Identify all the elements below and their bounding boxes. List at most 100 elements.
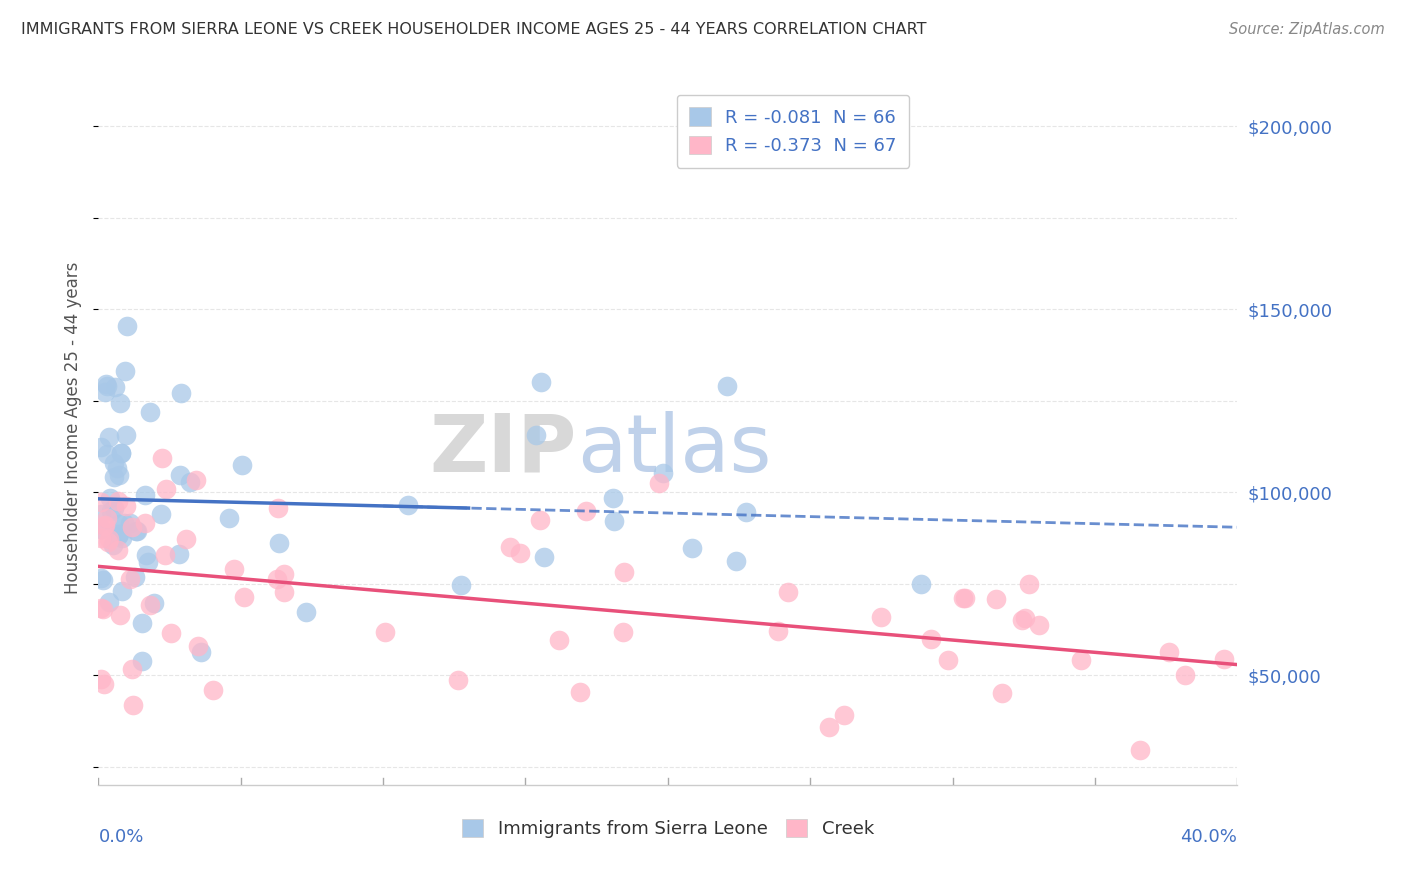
Point bbox=[832, 708, 855, 723]
Point bbox=[90, 672, 112, 686]
Point bbox=[529, 513, 551, 527]
Point bbox=[509, 546, 531, 560]
Point bbox=[910, 577, 932, 591]
Point bbox=[150, 451, 173, 466]
Point bbox=[187, 639, 209, 653]
Point bbox=[174, 532, 197, 546]
Point bbox=[499, 540, 522, 554]
Text: Source: ZipAtlas.com: Source: ZipAtlas.com bbox=[1229, 22, 1385, 37]
Point bbox=[160, 625, 183, 640]
Point bbox=[396, 499, 419, 513]
Point bbox=[121, 662, 143, 676]
Text: 40.0%: 40.0% bbox=[1181, 828, 1237, 846]
Point bbox=[1014, 611, 1036, 625]
Point bbox=[121, 520, 143, 534]
Text: 0.0%: 0.0% bbox=[98, 828, 143, 846]
Point bbox=[568, 685, 591, 699]
Point bbox=[1070, 653, 1092, 667]
Point bbox=[179, 475, 201, 490]
Point bbox=[184, 473, 207, 487]
Point bbox=[114, 364, 136, 378]
Point bbox=[115, 500, 138, 514]
Point bbox=[575, 504, 598, 518]
Point bbox=[118, 516, 141, 530]
Point bbox=[104, 379, 127, 393]
Point bbox=[134, 516, 156, 530]
Point bbox=[1174, 668, 1197, 682]
Point bbox=[112, 516, 135, 530]
Point bbox=[870, 610, 893, 624]
Point bbox=[98, 595, 121, 609]
Point bbox=[273, 585, 295, 599]
Point bbox=[131, 654, 153, 668]
Point bbox=[96, 379, 118, 393]
Point bbox=[114, 428, 136, 442]
Point bbox=[778, 585, 800, 599]
Point bbox=[110, 446, 132, 460]
Point bbox=[648, 475, 671, 490]
Point bbox=[100, 504, 122, 518]
Point bbox=[103, 456, 125, 470]
Point bbox=[139, 405, 162, 419]
Point bbox=[134, 488, 156, 502]
Point bbox=[96, 447, 118, 461]
Point bbox=[231, 458, 253, 473]
Point bbox=[111, 531, 134, 545]
Point bbox=[98, 430, 121, 444]
Text: atlas: atlas bbox=[576, 410, 770, 489]
Point bbox=[169, 468, 191, 483]
Point bbox=[98, 491, 121, 505]
Point bbox=[143, 596, 166, 610]
Point bbox=[117, 318, 139, 333]
Point bbox=[96, 510, 118, 524]
Point bbox=[952, 591, 974, 606]
Point bbox=[768, 624, 790, 638]
Point bbox=[90, 507, 112, 521]
Point bbox=[233, 590, 256, 604]
Point bbox=[1018, 577, 1040, 591]
Point bbox=[131, 616, 153, 631]
Point bbox=[572, 797, 595, 811]
Point bbox=[90, 601, 112, 615]
Point bbox=[190, 645, 212, 659]
Point bbox=[613, 565, 636, 579]
Point bbox=[169, 386, 191, 401]
Point bbox=[1011, 613, 1033, 627]
Point bbox=[110, 445, 132, 459]
Point bbox=[135, 548, 157, 562]
Point bbox=[111, 584, 134, 599]
Point bbox=[108, 468, 131, 483]
Point bbox=[155, 482, 177, 496]
Point bbox=[651, 466, 673, 480]
Point bbox=[96, 376, 118, 391]
Point bbox=[121, 698, 143, 712]
Y-axis label: Householder Income Ages 25 - 44 years: Householder Income Ages 25 - 44 years bbox=[65, 262, 83, 594]
Point bbox=[169, 548, 191, 562]
Point bbox=[108, 527, 131, 541]
Point bbox=[103, 537, 125, 551]
Point bbox=[681, 541, 703, 555]
Point bbox=[218, 511, 240, 525]
Point bbox=[107, 493, 129, 508]
Point bbox=[91, 574, 114, 588]
Point bbox=[524, 428, 547, 442]
Text: IMMIGRANTS FROM SIERRA LEONE VS CREEK HOUSEHOLDER INCOME AGES 25 - 44 YEARS CORR: IMMIGRANTS FROM SIERRA LEONE VS CREEK HO… bbox=[21, 22, 927, 37]
Point bbox=[602, 491, 624, 506]
Point bbox=[107, 543, 129, 558]
Point bbox=[447, 673, 470, 687]
Point bbox=[103, 500, 125, 515]
Point bbox=[991, 686, 1014, 700]
Legend: Immigrants from Sierra Leone, Creek: Immigrants from Sierra Leone, Creek bbox=[453, 810, 883, 847]
Point bbox=[725, 554, 748, 568]
Point bbox=[91, 602, 114, 616]
Point bbox=[273, 566, 295, 581]
Point bbox=[612, 624, 634, 639]
Point bbox=[603, 514, 626, 528]
Point bbox=[105, 460, 128, 475]
Point bbox=[984, 591, 1007, 606]
Point bbox=[97, 535, 120, 549]
Point bbox=[138, 555, 160, 569]
Point bbox=[818, 720, 841, 734]
Point bbox=[295, 605, 318, 619]
Point bbox=[90, 440, 112, 454]
